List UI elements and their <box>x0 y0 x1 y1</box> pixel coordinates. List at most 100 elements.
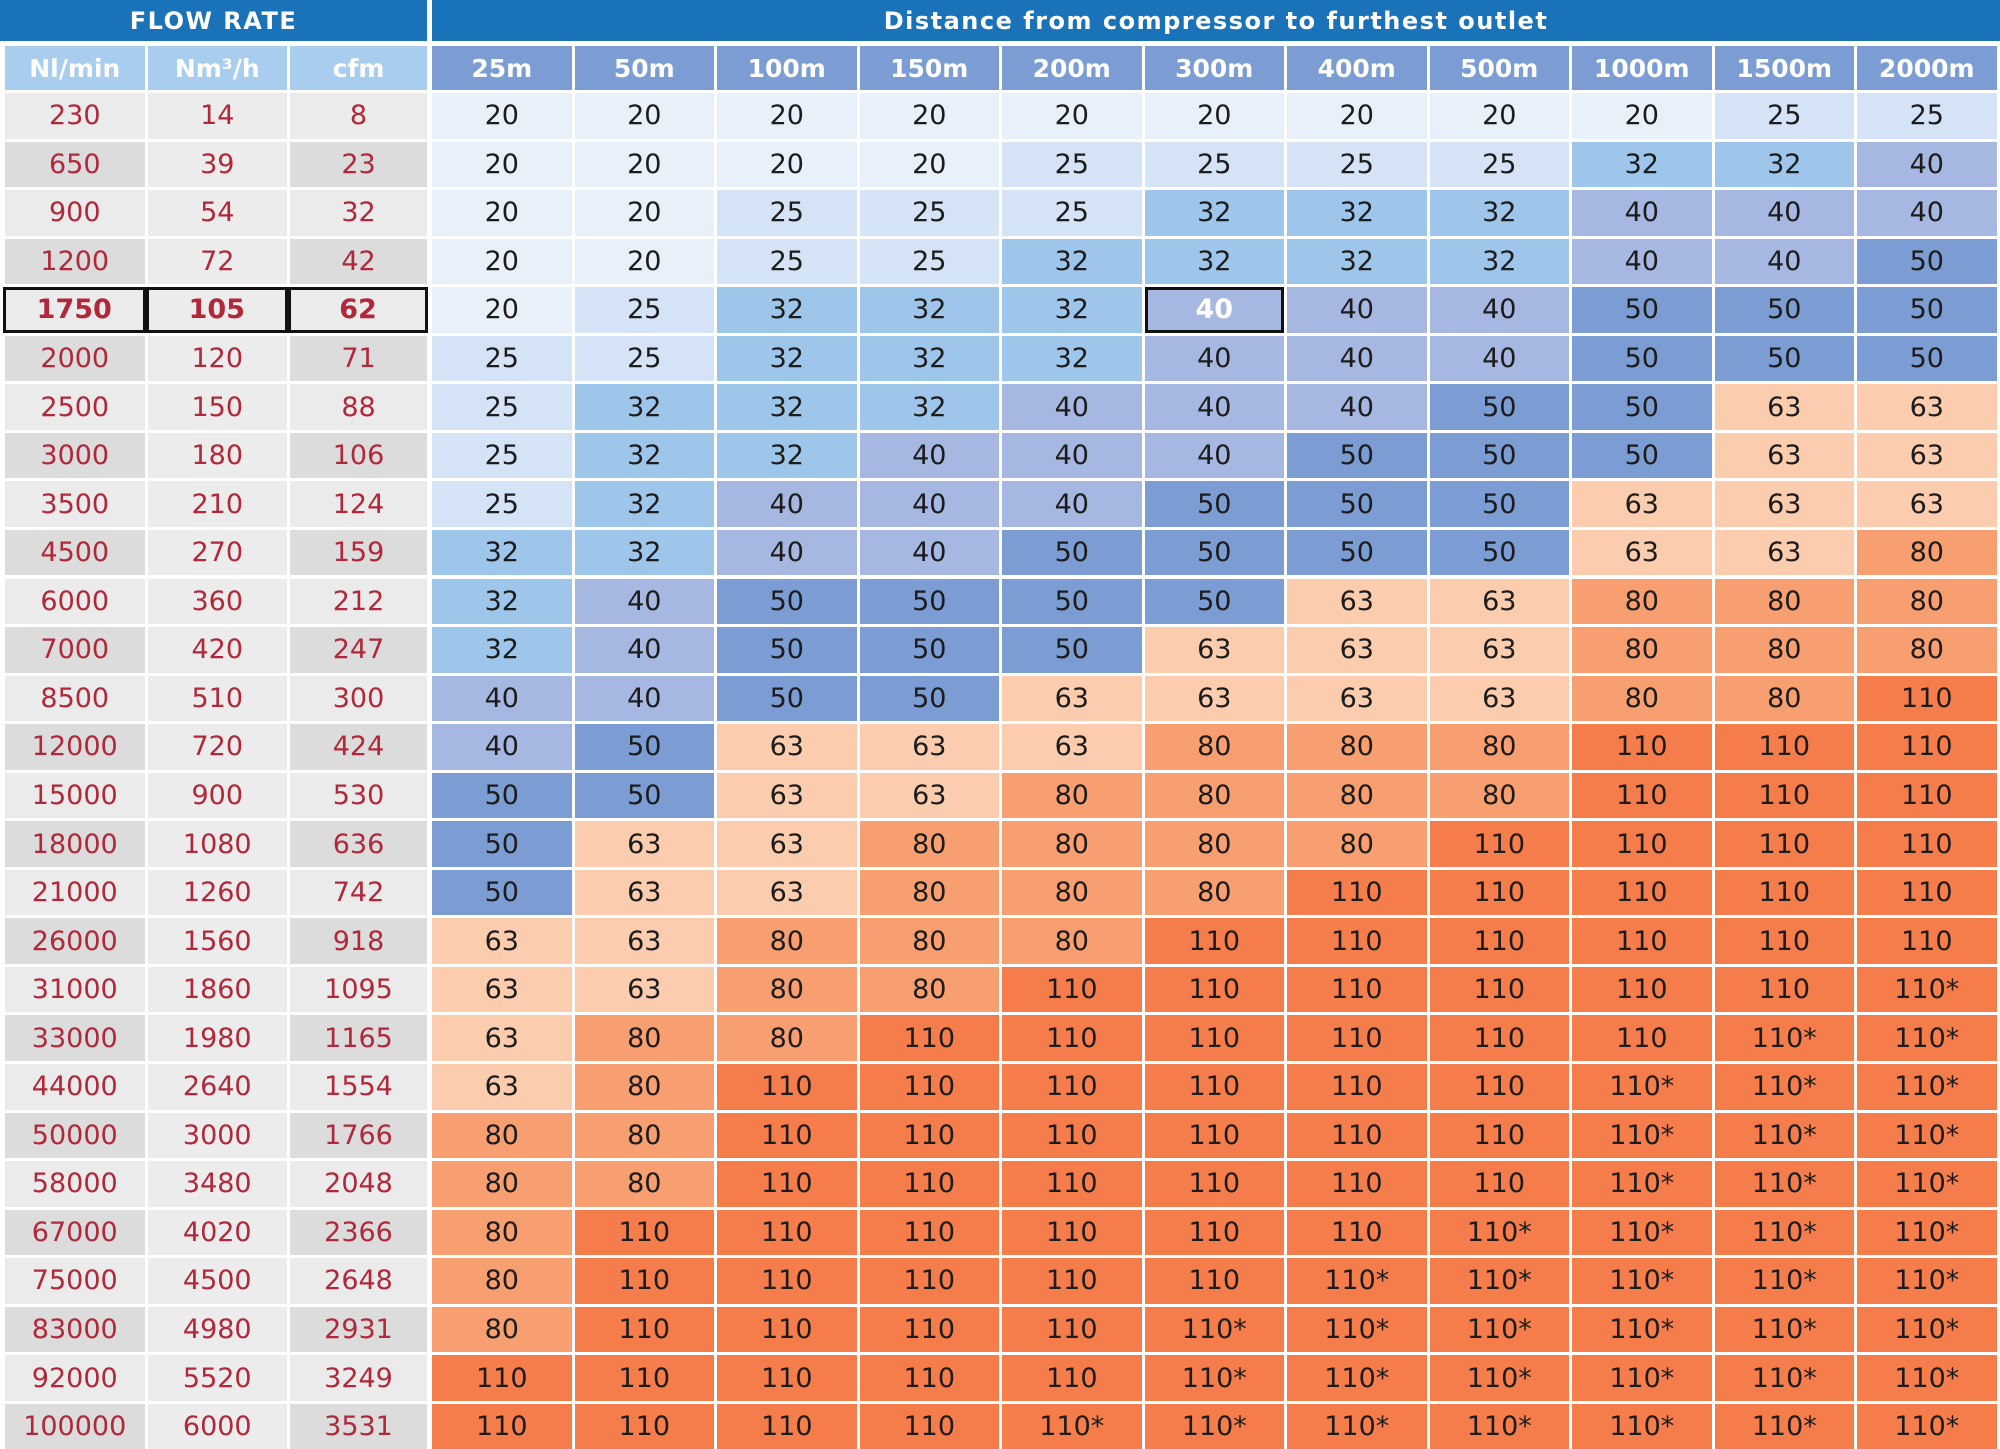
pipe-size-cell: 80 <box>717 1015 857 1061</box>
pipe-size-cell: 110 <box>1287 918 1427 964</box>
pipe-size-cell: 80 <box>717 918 857 964</box>
pipe-size-cell: 32 <box>1144 238 1284 285</box>
flow-rate-cell: 71 <box>290 335 427 382</box>
pipe-size-cell: 50 <box>574 772 714 819</box>
pipe-size-cell: 110 <box>717 1161 857 1207</box>
pipe-size-cell: 110* <box>1714 1403 1854 1449</box>
pipe-size-cell: 63 <box>1144 627 1284 673</box>
flow-rate-cell: 650 <box>5 141 145 188</box>
pipe-size-cell: 63 <box>432 1015 572 1061</box>
flow-column-header: cfm <box>290 46 427 90</box>
pipe-size-cell: 63 <box>1002 724 1142 770</box>
flow-rate-cell: 530 <box>290 772 427 819</box>
flow-rate-cell: 54 <box>147 190 287 236</box>
flow-rate-cell: 1165 <box>290 1015 427 1061</box>
pipe-size-cell: 63 <box>1287 675 1427 722</box>
pipe-size-cell: 50 <box>717 578 857 624</box>
pipe-size-cell: 25 <box>432 335 572 382</box>
distance-column-header: 150m <box>859 46 999 90</box>
flow-rate-cell: 1200 <box>5 238 145 285</box>
pipe-size-cell: 110* <box>1429 1355 1569 1401</box>
pipe-size-cell: 110* <box>1714 1015 1854 1061</box>
pipe-size-cell: 50 <box>717 627 857 673</box>
pipe-size-cell: 32 <box>1002 335 1142 382</box>
pipe-size-cell: 40 <box>1857 141 1997 188</box>
flow-rate-cell: 100000 <box>5 1403 145 1449</box>
pipe-size-cell: 80 <box>1572 627 1712 673</box>
pipe-size-cell: 63 <box>1572 529 1712 576</box>
flow-rate-cell: 18000 <box>5 821 145 867</box>
pipe-size-cell: 110 <box>1714 772 1854 819</box>
flow-rate-cell: 3500 <box>5 481 145 527</box>
pipe-size-cell: 32 <box>574 481 714 527</box>
flow-rate-cell: 918 <box>290 918 427 964</box>
flow-rate-cell: 58000 <box>5 1161 145 1207</box>
pipe-size-cell: 110 <box>717 1209 857 1256</box>
pipe-size-cell: 50 <box>432 821 572 867</box>
flow-rate-cell: 150 <box>147 384 287 430</box>
pipe-size-cell: 80 <box>1002 821 1142 867</box>
pipe-size-cell: 63 <box>717 772 857 819</box>
distance-column-header: 100m <box>717 46 857 90</box>
flow-rate-cell: 7000 <box>5 627 145 673</box>
flow-rate-cell: 2500 <box>5 384 145 430</box>
pipe-size-cell: 110 <box>1287 869 1427 916</box>
pipe-size-cell: 110 <box>1857 869 1997 916</box>
pipe-size-cell: 63 <box>717 724 857 770</box>
pipe-size-cell: 32 <box>574 529 714 576</box>
distance-column-header: 1500m <box>1714 46 1854 90</box>
pipe-size-cell: 110 <box>1857 675 1997 722</box>
pipe-size-cell: 110 <box>1429 821 1569 867</box>
pipe-size-cell: 32 <box>717 384 857 430</box>
flow-rate-cell: 742 <box>290 869 427 916</box>
pipe-size-cell: 40 <box>574 675 714 722</box>
pipe-size-cell: 63 <box>1857 432 1997 479</box>
pipe-size-cell: 50 <box>432 772 572 819</box>
pipe-size-cell: 110 <box>1002 1112 1142 1159</box>
flow-rate-cell: 67000 <box>5 1209 145 1256</box>
pipe-size-cell: 110* <box>1287 1258 1427 1304</box>
pipe-size-cell: 110 <box>1287 1064 1427 1110</box>
pipe-size-cell: 40 <box>1002 432 1142 479</box>
pipe-size-cell: 32 <box>717 335 857 382</box>
flow-rate-cell: 3480 <box>147 1161 287 1207</box>
flow-rate-cell: 83000 <box>5 1306 145 1353</box>
pipe-size-cell: 20 <box>574 190 714 236</box>
pipe-size-cell: 110 <box>1857 918 1997 964</box>
distance-column-header: 2000m <box>1857 46 1997 90</box>
pipe-size-cell: 110 <box>574 1209 714 1256</box>
pipe-size-cell: 80 <box>1002 869 1142 916</box>
pipe-size-cell: 63 <box>574 869 714 916</box>
pipe-size-cell: 110 <box>1144 1161 1284 1207</box>
pipe-size-cell: 110 <box>1572 918 1712 964</box>
flow-rate-cell: 424 <box>290 724 427 770</box>
pipe-size-cell: 110* <box>1857 1403 1997 1449</box>
pipe-size-cell: 40 <box>859 529 999 576</box>
pipe-size-cell: 110* <box>1572 1064 1712 1110</box>
pipe-size-cell: 40 <box>1714 190 1854 236</box>
pipe-size-cell: 25 <box>1429 141 1569 188</box>
pipe-size-cell: 32 <box>1002 287 1142 333</box>
pipe-size-cell: 110 <box>1144 1112 1284 1159</box>
pipe-size-cell: 110* <box>1714 1258 1854 1304</box>
pipe-size-cell: 110 <box>859 1355 999 1401</box>
pipe-size-cell: 25 <box>1002 190 1142 236</box>
pipe-size-cell: 20 <box>1287 93 1427 139</box>
distance-column-header: 1000m <box>1572 46 1712 90</box>
pipe-size-cell: 110 <box>717 1064 857 1110</box>
pipe-size-cell: 50 <box>1572 432 1712 479</box>
pipe-size-cell: 80 <box>432 1161 572 1207</box>
pipe-size-cell: 110 <box>717 1355 857 1401</box>
flow-rate-cell: 420 <box>147 627 287 673</box>
pipe-size-cell: 63 <box>859 772 999 819</box>
pipe-size-cell: 20 <box>432 287 572 333</box>
pipe-size-cell: 40 <box>859 432 999 479</box>
pipe-size-cell: 20 <box>574 238 714 285</box>
flow-rate-cell: 720 <box>147 724 287 770</box>
pipe-size-cell: 110 <box>717 1112 857 1159</box>
pipe-size-cell: 40 <box>717 529 857 576</box>
pipe-size-cell: 40 <box>1002 384 1142 430</box>
pipe-size-cell: 25 <box>432 432 572 479</box>
pipe-size-cell: 80 <box>1714 627 1854 673</box>
